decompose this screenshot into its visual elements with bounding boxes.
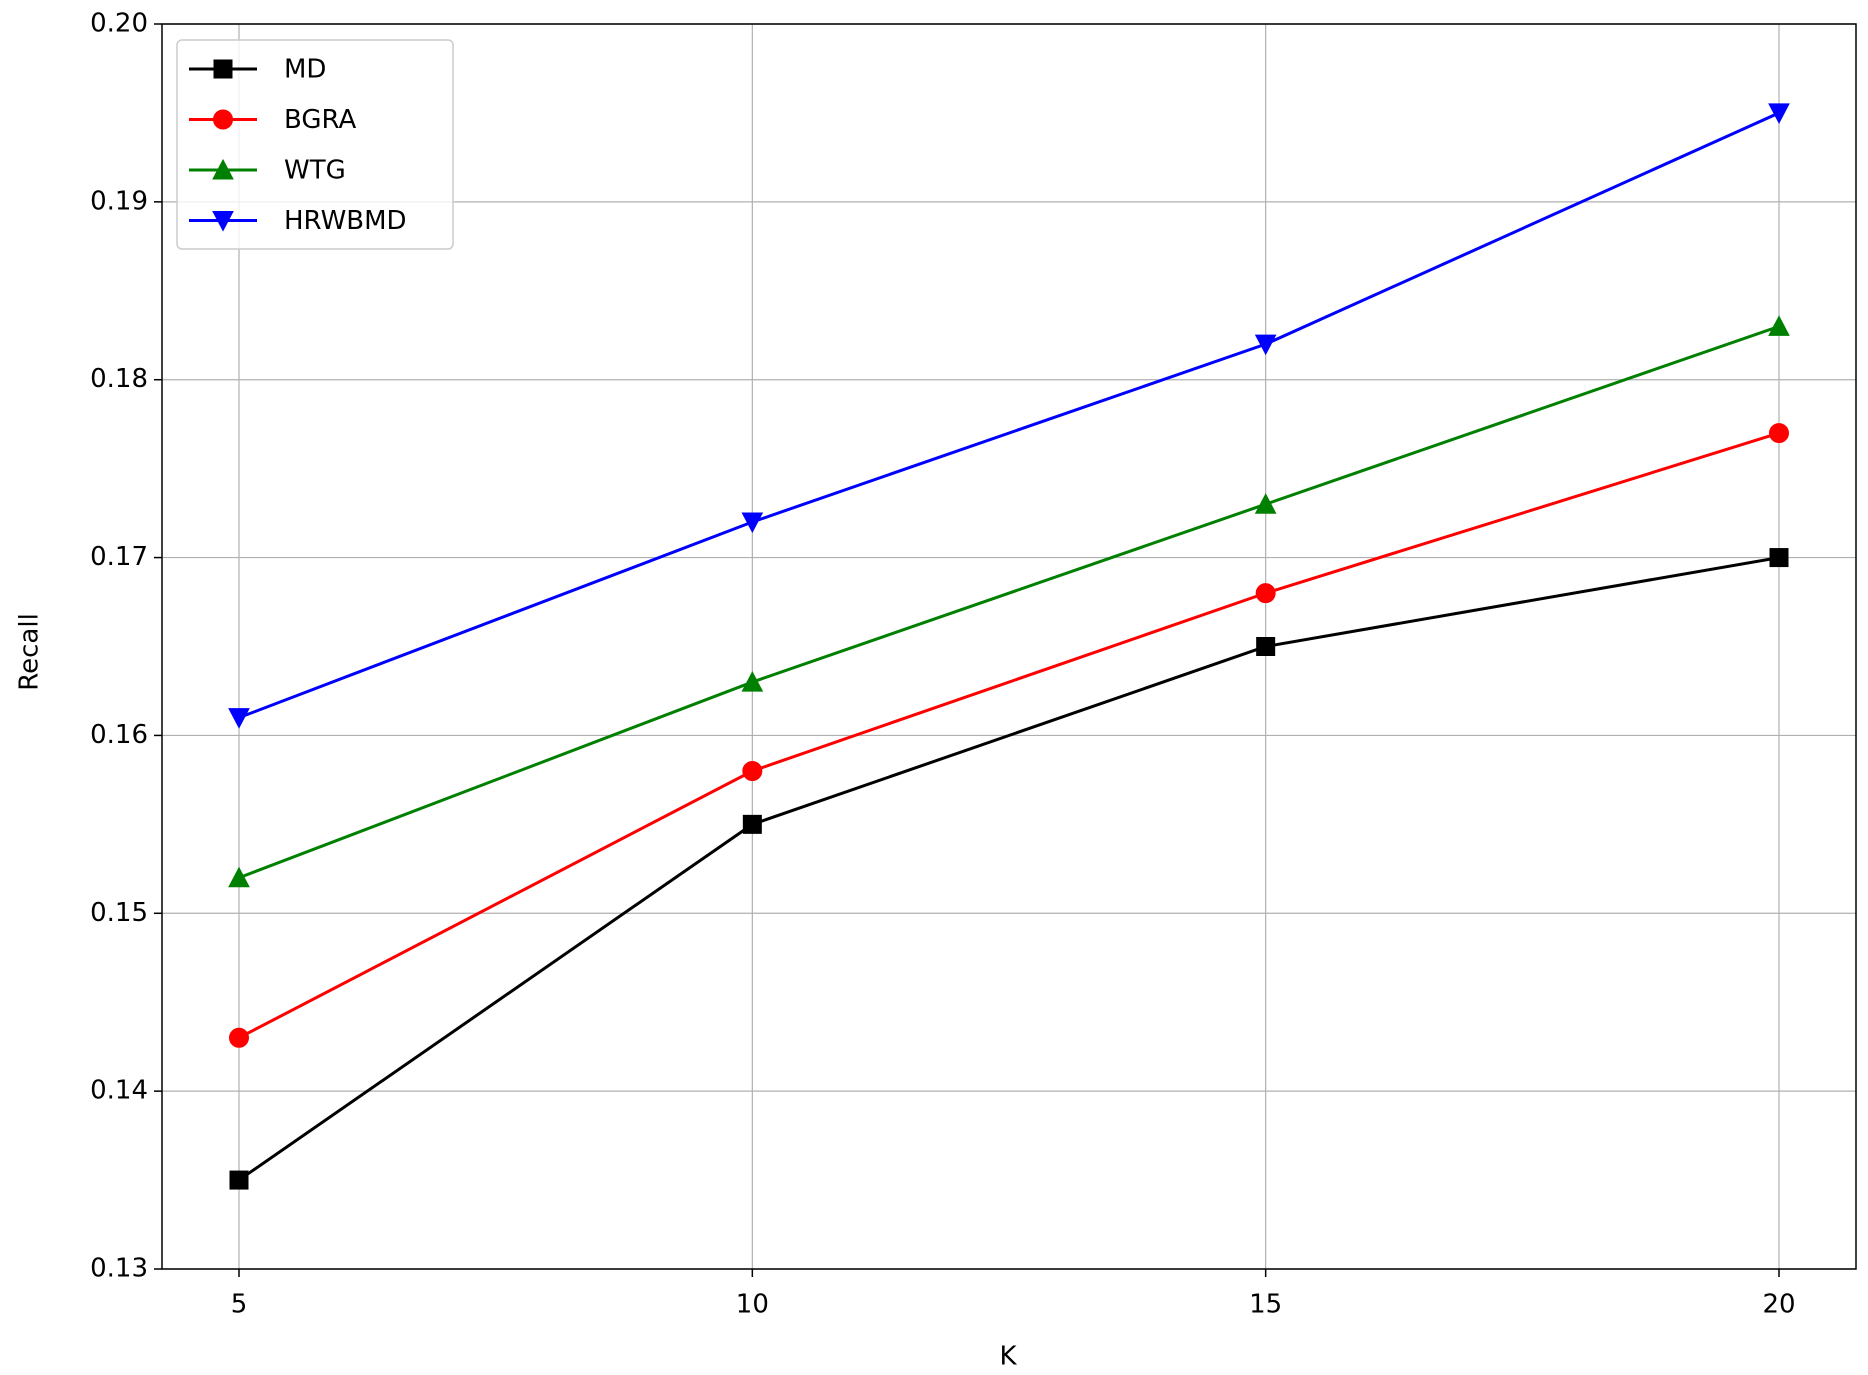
marker — [741, 512, 764, 534]
x-tick-label: 15 — [1249, 1290, 1282, 1320]
marker — [1769, 548, 1789, 568]
x-axis-label: K — [999, 1342, 1017, 1372]
legend-marker — [213, 59, 233, 79]
legend-marker — [212, 158, 234, 180]
legend-label: MD — [284, 55, 326, 85]
y-tick-label: 0.19 — [90, 186, 148, 216]
y-tick-label: 0.14 — [90, 1076, 148, 1106]
y-tick-label: 0.20 — [90, 9, 148, 39]
marker — [742, 814, 762, 834]
legend-marker — [213, 109, 233, 130]
marker — [229, 1027, 249, 1048]
plot-frame — [161, 23, 1857, 1270]
y-axis-label: Recall — [15, 613, 45, 691]
marker — [742, 761, 763, 781]
marker — [1254, 334, 1277, 356]
x-tick-label: 5 — [231, 1290, 248, 1320]
marker — [1255, 583, 1276, 604]
series-line — [238, 431, 1780, 1040]
marker — [1254, 493, 1277, 514]
y-tick-label: 0.16 — [90, 720, 148, 750]
legend-label: HRWBMD — [284, 206, 407, 236]
legend-box — [176, 39, 454, 250]
series-line — [238, 111, 1780, 720]
y-tick-label: 0.15 — [90, 898, 148, 928]
marker — [1768, 103, 1790, 125]
legend-label: WTG — [284, 156, 346, 186]
marker — [228, 866, 250, 888]
x-tick-label: 20 — [1762, 1290, 1795, 1320]
marker — [1256, 637, 1276, 656]
legend-label: BGRA — [284, 105, 357, 135]
y-tick-label: 0.17 — [90, 542, 148, 572]
series-line — [238, 556, 1780, 1182]
marker — [1768, 315, 1790, 336]
series-line — [238, 324, 1780, 880]
y-tick-label: 0.13 — [90, 1254, 148, 1284]
marker — [741, 670, 764, 692]
marker — [1769, 423, 1789, 444]
legend-marker — [212, 211, 234, 232]
marker — [229, 1170, 249, 1190]
marker — [228, 708, 250, 729]
y-tick-label: 0.18 — [90, 364, 148, 394]
x-tick-label: 10 — [736, 1290, 769, 1320]
